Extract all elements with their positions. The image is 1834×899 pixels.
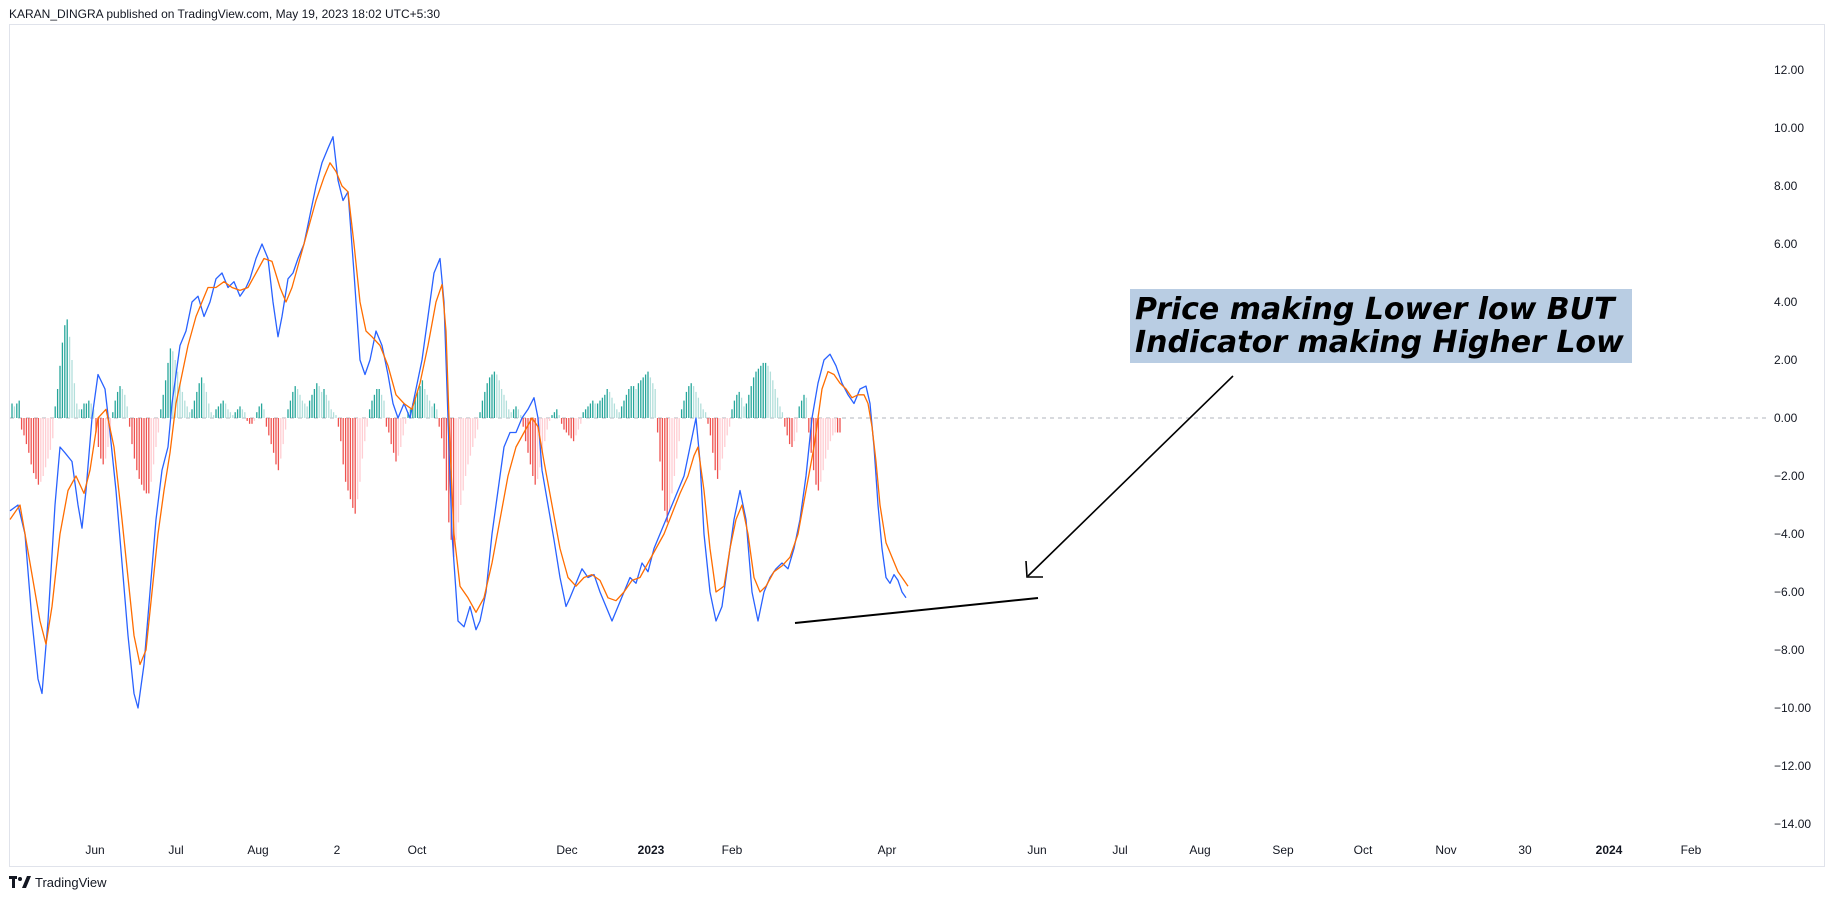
- x-tick-label: Oct: [408, 843, 427, 857]
- x-tick-label: Aug: [247, 843, 268, 857]
- trendline-higher-low: [794, 597, 1039, 624]
- macd-line: [9, 136, 907, 709]
- x-tick-label: Sep: [1272, 843, 1294, 857]
- x-tick-label: Jul: [168, 843, 183, 857]
- x-tick-label: Dec: [556, 843, 577, 857]
- x-axis: Jun Jul Aug 2 Oct Dec 2023 Feb Apr Jun Jul Aug Sep Oc…: [85, 843, 1701, 857]
- signal-line: [9, 162, 909, 666]
- y-tick-label: −12.00: [1774, 759, 1811, 773]
- y-tick-label: −8.00: [1774, 643, 1805, 657]
- annotation-line-2: Indicator making Higher Low: [1135, 325, 1624, 360]
- x-tick-label: Feb: [1681, 843, 1702, 857]
- x-tick-label: 2023: [638, 843, 665, 857]
- x-tick-label: 30: [1518, 843, 1532, 857]
- footer: TradingView: [9, 873, 107, 891]
- tradingview-logo-icon[interactable]: [9, 876, 31, 888]
- x-tick-label: Apr: [878, 843, 897, 857]
- y-tick-label: −6.00: [1774, 585, 1805, 599]
- y-tick-label: 6.00: [1774, 237, 1798, 251]
- series-layer: [9, 136, 909, 709]
- annotation-line-1: Price making Lower low BUT: [1135, 292, 1615, 327]
- x-tick-label: Jul: [1112, 843, 1127, 857]
- y-tick-label: −14.00: [1774, 817, 1811, 831]
- arrow-head-icon: [1025, 560, 1043, 578]
- tradingview-brand[interactable]: TradingView: [35, 874, 107, 890]
- x-tick-label: Feb: [722, 843, 743, 857]
- y-tick-label: 2.00: [1774, 353, 1798, 367]
- y-tick-label: 10.00: [1774, 121, 1804, 135]
- x-tick-label: Jun: [1027, 843, 1046, 857]
- chart-frame[interactable]: [9, 24, 1825, 867]
- divergence-annotation[interactable]: Price making Lower low BUT Indicator mak…: [1130, 289, 1632, 363]
- y-tick-label: 0.00: [1774, 411, 1798, 425]
- publish-info: KARAN_DINGRA published on TradingView.co…: [9, 7, 441, 21]
- y-tick-label: 8.00: [1774, 179, 1798, 193]
- y-tick-label: 12.00: [1774, 63, 1804, 77]
- y-axis: 12.00 10.00 8.00 6.00 4.00 2.00 0.00 −2.00 −4.00…: [1774, 63, 1811, 831]
- annotation-layer: [794, 375, 1234, 624]
- x-tick-label: Oct: [1354, 843, 1373, 857]
- x-tick-label: Nov: [1435, 843, 1456, 857]
- y-tick-label: −2.00: [1774, 469, 1805, 483]
- y-tick-label: −10.00: [1774, 701, 1811, 715]
- x-tick-label: 2: [334, 843, 341, 857]
- x-tick-label: Jun: [85, 843, 104, 857]
- histogram-layer: [11, 319, 841, 558]
- x-tick-label: 2024: [1596, 843, 1623, 857]
- y-tick-label: −4.00: [1774, 527, 1805, 541]
- arrow-line: [1027, 375, 1234, 577]
- x-tick-label: Aug: [1189, 843, 1210, 857]
- y-tick-label: 4.00: [1774, 295, 1798, 309]
